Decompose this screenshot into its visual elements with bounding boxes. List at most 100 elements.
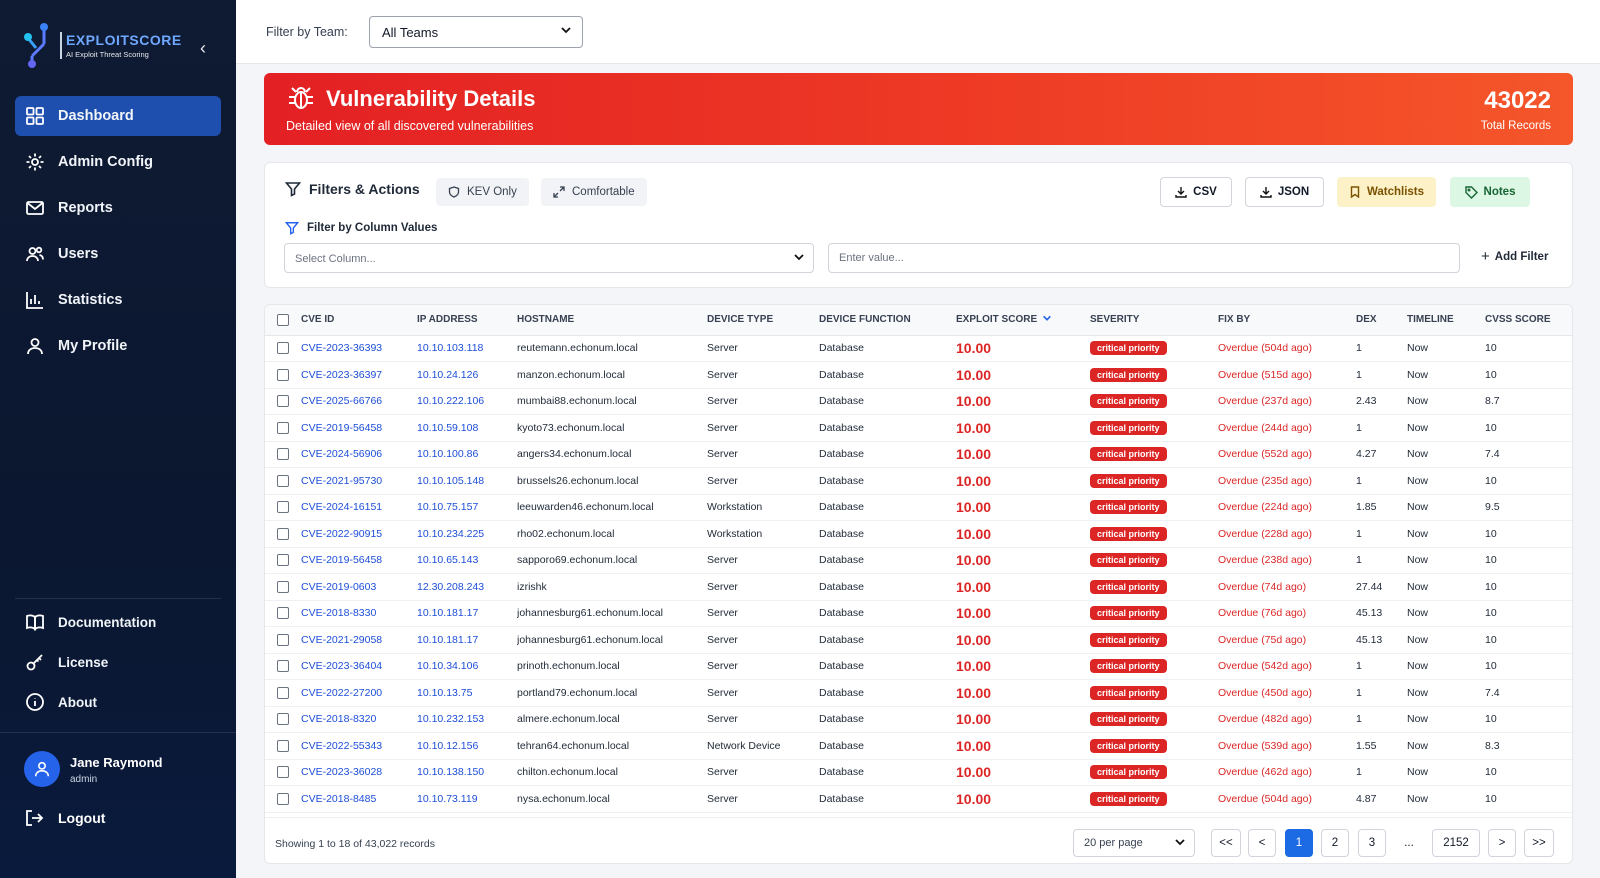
row-checkbox[interactable] (277, 580, 289, 593)
ip-address-link[interactable]: 10.10.24.126 (417, 368, 479, 381)
watchlists-button[interactable]: Watchlists (1337, 177, 1436, 207)
sidebar-item-dashboard[interactable]: Dashboard (15, 96, 221, 136)
table-row[interactable]: CVE-2021-29058 10.10.181.17 johannesburg61… (265, 627, 1572, 653)
column-header-ip-address[interactable]: IP ADDRESS (417, 314, 478, 326)
next-page-button[interactable]: > (1488, 829, 1516, 857)
cve-id-link[interactable]: CVE-2024-16151 (301, 501, 383, 514)
column-header-cvss-score[interactable]: CVSS SCORE (1485, 314, 1551, 326)
row-checkbox[interactable] (277, 501, 289, 514)
cve-id-link[interactable]: CVE-2023-36393 (301, 342, 383, 355)
ip-address-link[interactable]: 10.10.12.156 (417, 739, 479, 752)
cve-id-link[interactable]: CVE-2023-36404 (301, 660, 383, 673)
density-toggle[interactable]: Comfortable (541, 178, 647, 206)
column-header-hostname[interactable]: HOSTNAME (517, 314, 575, 326)
sidebar-item-users[interactable]: Users (15, 234, 221, 274)
table-row[interactable]: CVE-2023-36404 10.10.34.106 prinoth.echonu… (265, 653, 1572, 680)
column-header-exploit-score[interactable]: EXPLOIT SCORE (956, 305, 1090, 335)
cve-id-link[interactable]: CVE-2019-0603 (301, 580, 377, 593)
table-row[interactable]: CVE-2023-36028 10.10.138.150 chilton.echon… (265, 759, 1572, 786)
cve-id-link[interactable]: CVE-2019-56458 (301, 421, 383, 434)
ip-address-link[interactable]: 10.10.34.106 (417, 660, 479, 673)
table-row[interactable]: CVE-2022-27200 10.10.13.75 portland79.echo… (265, 680, 1572, 706)
ip-address-link[interactable]: 10.10.234.225 (417, 527, 485, 540)
add-filter-button[interactable]: + Add Filter (1481, 248, 1548, 265)
select-all-checkbox[interactable] (277, 313, 289, 326)
sidebar-item-admin-config[interactable]: Admin Config (15, 142, 221, 182)
row-checkbox[interactable] (277, 368, 289, 381)
row-checkbox[interactable] (277, 448, 289, 461)
ip-address-link[interactable]: 10.10.73.119 (417, 792, 478, 805)
export-csv-button[interactable]: CSV (1160, 177, 1232, 207)
row-checkbox[interactable] (277, 554, 289, 567)
column-header-cve-id[interactable]: CVE ID (301, 314, 335, 326)
notes-button[interactable]: Notes (1450, 177, 1530, 207)
user-profile[interactable]: Jane Raymond admin (0, 732, 236, 787)
row-checkbox[interactable] (277, 739, 289, 752)
ip-address-link[interactable]: 12.30.208.243 (417, 580, 485, 593)
export-json-button[interactable]: JSON (1245, 177, 1324, 207)
sidebar-item-about[interactable]: About (15, 685, 221, 719)
ip-address-link[interactable]: 10.10.103.118 (417, 342, 484, 355)
sidebar-item-reports[interactable]: Reports (15, 188, 221, 228)
row-checkbox[interactable] (277, 792, 289, 805)
ip-address-link[interactable]: 10.10.222.106 (417, 395, 485, 408)
row-checkbox[interactable] (277, 342, 289, 355)
ip-address-link[interactable]: 10.10.100.86 (417, 448, 479, 461)
ip-address-link[interactable]: 10.10.59.108 (417, 421, 479, 434)
column-header-dex[interactable]: DEX (1356, 314, 1377, 326)
page-button-2[interactable]: 2 (1321, 829, 1349, 857)
ip-address-link[interactable]: 10.10.13.75 (417, 686, 473, 699)
ip-address-link[interactable]: 10.10.181.17 (417, 607, 479, 620)
filter-value-input[interactable] (828, 243, 1460, 273)
table-row[interactable]: CVE-2024-16151 10.10.75.157 leeuwarden46.e… (265, 494, 1572, 521)
first-page-button[interactable]: << (1211, 829, 1241, 857)
row-checkbox[interactable] (277, 421, 289, 434)
cve-id-link[interactable]: CVE-2021-29058 (301, 633, 383, 646)
column-header-device-function[interactable]: DEVICE FUNCTION (819, 314, 911, 326)
cve-id-link[interactable]: CVE-2024-56906 (301, 448, 383, 461)
row-checkbox[interactable] (277, 474, 289, 487)
page-button-3[interactable]: 3 (1358, 829, 1386, 857)
cve-id-link[interactable]: CVE-2023-36397 (301, 368, 383, 381)
table-row[interactable]: CVE-2019-0603 12.30.208.243 izrishk Server D… (265, 574, 1572, 600)
row-checkbox[interactable] (277, 633, 289, 646)
cve-id-link[interactable]: CVE-2021-95730 (301, 474, 383, 487)
table-row[interactable]: CVE-2018-8485 10.10.73.119 nysa.echonum.lo… (265, 786, 1572, 812)
row-checkbox[interactable] (277, 713, 289, 726)
cve-id-link[interactable]: CVE-2022-27200 (301, 686, 383, 699)
column-header-severity[interactable]: SEVERITY (1090, 314, 1140, 326)
row-checkbox[interactable] (277, 686, 289, 699)
collapse-sidebar-icon[interactable]: ‹ (200, 38, 206, 58)
team-select[interactable]: All Teams (369, 16, 583, 48)
row-checkbox[interactable] (277, 607, 289, 620)
table-row[interactable]: CVE-2019-56458 10.10.65.143 sapporo69.echo… (265, 547, 1572, 574)
cve-id-link[interactable]: CVE-2018-8320 (301, 713, 377, 726)
page-button-1[interactable]: 1 (1285, 829, 1313, 857)
ip-address-link[interactable]: 10.10.138.150 (417, 766, 485, 779)
ip-address-link[interactable]: 10.10.105.148 (417, 474, 485, 487)
column-header-device-type[interactable]: DEVICE TYPE (707, 314, 774, 326)
cve-id-link[interactable]: CVE-2022-55343 (301, 739, 383, 752)
cve-id-link[interactable]: CVE-2022-90915 (301, 527, 383, 540)
ip-address-link[interactable]: 10.10.181.17 (417, 633, 479, 646)
table-row[interactable]: CVE-2018-8330 10.10.181.17 johannesburg61.… (265, 600, 1572, 627)
table-row[interactable]: CVE-2019-56458 10.10.59.108 kyoto73.echonu… (265, 415, 1572, 441)
column-header-fix-by[interactable]: FIX BY (1218, 314, 1251, 326)
cve-id-link[interactable]: CVE-2023-36028 (301, 766, 383, 779)
cve-id-link[interactable]: CVE-2018-8485 (301, 792, 377, 805)
ip-address-link[interactable]: 10.10.232.153 (417, 713, 485, 726)
prev-page-button[interactable]: < (1248, 829, 1276, 857)
column-select[interactable]: Select Column... (284, 243, 814, 273)
table-row[interactable]: CVE-2025-66766 10.10.222.106 mumbai88.echo… (265, 388, 1572, 415)
logout-button[interactable]: Logout (24, 808, 105, 828)
ip-address-link[interactable]: 10.10.75.157 (417, 501, 479, 514)
cve-id-link[interactable]: CVE-2018-8330 (301, 607, 377, 620)
last-page-number-button[interactable]: 2152 (1432, 829, 1480, 857)
sidebar-item-statistics[interactable]: Statistics (15, 280, 221, 320)
row-checkbox[interactable] (277, 766, 289, 779)
row-checkbox[interactable] (277, 660, 289, 673)
per-page-select[interactable]: 20 per page (1073, 829, 1195, 857)
sidebar-item-my-profile[interactable]: My Profile (15, 326, 221, 366)
sidebar-item-documentation[interactable]: Documentation (15, 605, 221, 639)
table-row[interactable]: CVE-2022-90915 10.10.234.225 rho02.echonum… (265, 521, 1572, 547)
